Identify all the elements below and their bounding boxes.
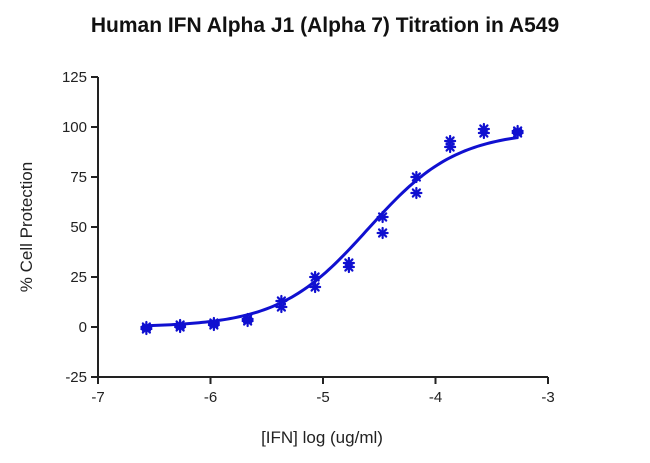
axes — [97, 77, 548, 378]
data-point — [444, 134, 457, 148]
y-tick-label: 125 — [62, 69, 87, 86]
data-point — [477, 122, 490, 136]
x-tick-label: -4 — [429, 389, 442, 406]
x-tick-label: -7 — [91, 389, 104, 406]
y-tick-label: -25 — [65, 369, 87, 386]
chart-title: Human IFN Alpha J1 (Alpha 7) Titration i… — [90, 14, 560, 37]
tick-marks: -25 0 25 50 75 100 125 -7 -6 -5 -4 -3 — [62, 69, 555, 406]
x-tick-label: -6 — [204, 389, 217, 406]
x-tick-label: -3 — [541, 389, 554, 406]
data-point — [309, 280, 322, 294]
data-point — [241, 312, 254, 326]
data-point — [511, 124, 524, 138]
data-point — [140, 320, 153, 334]
data-point — [376, 226, 389, 240]
data-points — [140, 122, 524, 336]
y-tick-label: 0 — [79, 319, 87, 336]
data-point — [410, 186, 423, 200]
data-point — [342, 256, 355, 270]
y-tick-label: 25 — [70, 269, 87, 286]
x-axis-title: [IFN] log (ug/ml) — [261, 428, 383, 447]
data-point — [275, 294, 288, 308]
data-point — [410, 170, 423, 184]
x-tick-label: -5 — [316, 389, 329, 406]
data-point — [376, 210, 389, 224]
fit-curve-group — [146, 136, 518, 328]
fit-curve — [146, 136, 518, 328]
data-point — [309, 270, 322, 284]
y-tick-label: 75 — [70, 169, 87, 186]
data-point — [207, 316, 220, 330]
y-axis-title: % Cell Protection — [17, 162, 36, 292]
y-tick-label: 100 — [62, 119, 87, 136]
data-point — [174, 318, 187, 332]
y-tick-label: 50 — [70, 219, 87, 236]
